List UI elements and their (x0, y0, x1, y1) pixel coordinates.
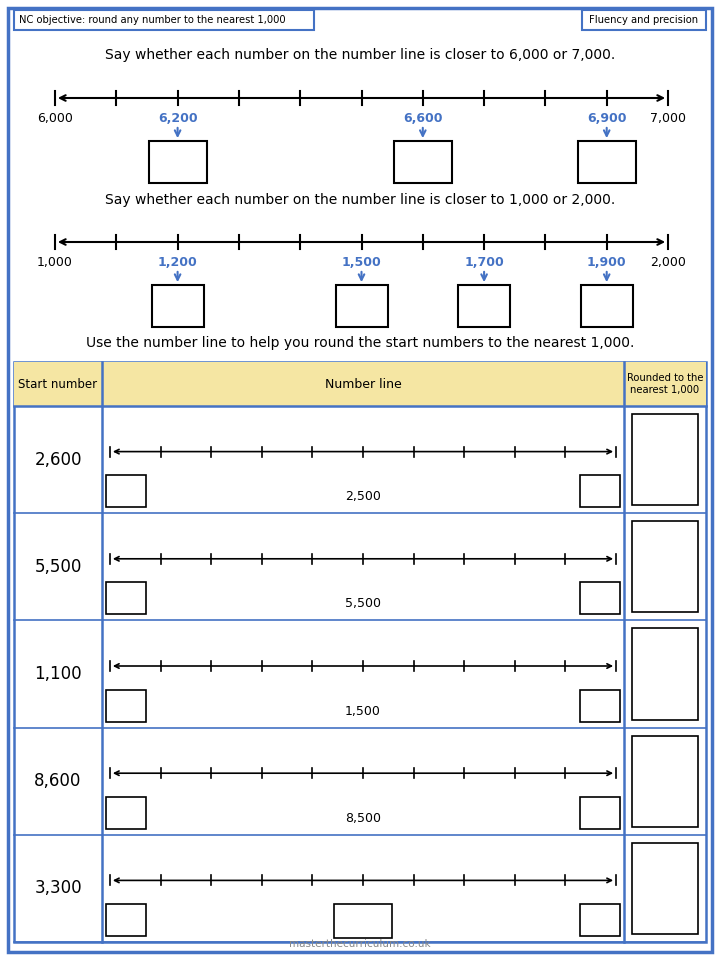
Bar (581, 285, 633, 327)
Text: 2,600: 2,600 (35, 450, 82, 468)
Text: 6,200: 6,200 (158, 112, 197, 125)
Bar (632, 414, 698, 505)
Bar (106, 689, 146, 722)
Text: 1,100: 1,100 (34, 665, 82, 683)
Bar (580, 475, 620, 507)
Text: 8,600: 8,600 (35, 772, 81, 790)
Text: Start number: Start number (19, 377, 98, 391)
Text: 1,700: 1,700 (464, 256, 504, 269)
Bar (458, 285, 510, 327)
Bar (334, 904, 392, 938)
Bar (577, 141, 636, 183)
Bar (14, 362, 706, 942)
Text: NC objective: round any number to the nearest 1,000: NC objective: round any number to the ne… (19, 15, 286, 25)
Bar (632, 521, 698, 612)
Text: 1,200: 1,200 (158, 256, 197, 269)
Bar (394, 141, 452, 183)
Text: 1,900: 1,900 (587, 256, 626, 269)
Bar (148, 141, 207, 183)
Text: 1,500: 1,500 (341, 256, 382, 269)
Text: 3,300: 3,300 (34, 879, 82, 898)
Bar (580, 583, 620, 614)
Text: 1,000: 1,000 (37, 256, 73, 269)
Text: Fluency and precision: Fluency and precision (590, 15, 698, 25)
Text: masterthecurriculum.co.uk: masterthecurriculum.co.uk (289, 939, 431, 949)
Text: 1,500: 1,500 (345, 705, 381, 717)
Bar (580, 689, 620, 722)
Bar (106, 583, 146, 614)
Bar (106, 475, 146, 507)
Text: Use the number line to help you round the start numbers to the nearest 1,000.: Use the number line to help you round th… (86, 336, 634, 350)
Text: Number line: Number line (325, 377, 401, 391)
Bar (106, 797, 146, 828)
Bar (14, 10, 314, 30)
Text: 2,000: 2,000 (650, 256, 686, 269)
Text: Say whether each number on the number line is closer to 6,000 or 7,000.: Say whether each number on the number li… (105, 48, 615, 62)
Text: 6,900: 6,900 (587, 112, 626, 125)
Text: Rounded to the
nearest 1,000: Rounded to the nearest 1,000 (626, 373, 703, 395)
Text: 5,500: 5,500 (345, 597, 381, 611)
Bar (106, 904, 146, 936)
Text: 5,500: 5,500 (35, 558, 81, 576)
Text: 7,000: 7,000 (650, 112, 686, 125)
Bar (336, 285, 387, 327)
Bar (152, 285, 204, 327)
Bar (632, 843, 698, 934)
Text: 6,000: 6,000 (37, 112, 73, 125)
Bar (582, 10, 706, 30)
Bar (632, 735, 698, 827)
Text: Say whether each number on the number line is closer to 1,000 or 2,000.: Say whether each number on the number li… (105, 193, 615, 207)
Bar (632, 629, 698, 720)
Text: 6,600: 6,600 (403, 112, 443, 125)
Bar (14, 362, 706, 406)
Bar (580, 797, 620, 828)
Text: 8,500: 8,500 (345, 812, 381, 825)
Bar (580, 904, 620, 936)
Text: 2,500: 2,500 (345, 491, 381, 503)
